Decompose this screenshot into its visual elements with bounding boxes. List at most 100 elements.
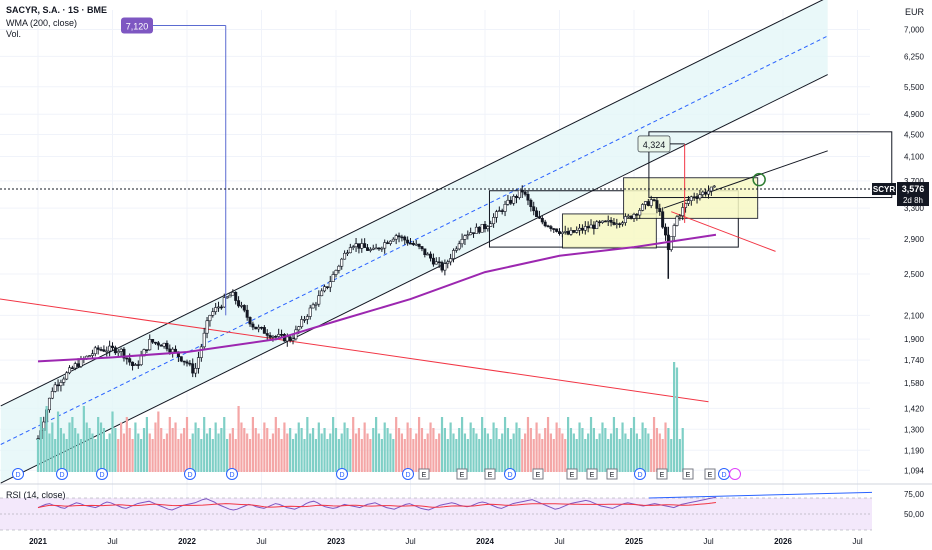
wma-200-line xyxy=(37,233,717,363)
volume-bar xyxy=(248,439,252,472)
candle-body xyxy=(325,286,329,288)
rsi-legend[interactable]: RSI (14, close) xyxy=(6,490,66,500)
event-marker-label: E xyxy=(460,472,465,479)
volume-bar xyxy=(498,439,501,472)
candle-body xyxy=(603,220,607,223)
earnings-marker xyxy=(418,468,430,480)
candle-body xyxy=(612,222,616,225)
candle-body xyxy=(354,243,358,248)
zone-box-4 xyxy=(648,131,893,199)
volume-bar xyxy=(91,433,94,472)
y-tick-label: 3,300 xyxy=(904,204,925,213)
event-marker-label: D xyxy=(339,472,344,479)
volume-legend[interactable]: Vol. xyxy=(6,29,22,39)
volume-bar xyxy=(326,439,329,472)
candle-body xyxy=(62,378,66,383)
y-tick-label: 1,300 xyxy=(904,425,925,434)
candle-body xyxy=(397,235,401,238)
candle-body xyxy=(191,363,195,374)
candle-body xyxy=(311,304,315,309)
volume-bar xyxy=(647,433,650,472)
candle-body xyxy=(108,345,112,352)
dividend-marker xyxy=(504,468,516,480)
volume-bar xyxy=(432,428,435,472)
candle-body xyxy=(47,397,51,411)
volume-bar xyxy=(62,433,65,472)
volume-bar xyxy=(297,422,300,472)
volume-bar xyxy=(604,428,607,472)
volume-bar xyxy=(592,428,595,472)
candle-body xyxy=(520,189,524,193)
tag-7120-label: 7,120 xyxy=(126,21,149,31)
candle-body xyxy=(509,199,513,204)
candle-body xyxy=(194,367,198,374)
candle-body xyxy=(411,242,415,245)
volume-bar xyxy=(243,428,246,472)
volume-bar xyxy=(564,439,567,472)
volume-bar xyxy=(449,422,452,472)
volume-bar xyxy=(85,422,88,472)
candle-body xyxy=(686,200,690,204)
candle-body xyxy=(239,305,243,307)
candle-body xyxy=(345,252,349,255)
volume-bar xyxy=(349,439,352,472)
candle-body xyxy=(483,223,487,230)
candle-body xyxy=(646,201,650,206)
candle-body xyxy=(348,247,352,254)
candle-body xyxy=(618,223,622,225)
event-marker-label: E xyxy=(686,472,691,479)
candle-body xyxy=(280,334,284,336)
volume-bar xyxy=(380,439,383,472)
candle-body xyxy=(171,348,175,353)
event-marker-label: D xyxy=(405,472,410,479)
candle-body xyxy=(59,382,63,386)
volume-bar xyxy=(632,417,636,472)
candle-body xyxy=(535,210,539,218)
volume-bar xyxy=(274,417,277,472)
volume-bar xyxy=(429,422,432,472)
symbol-title[interactable]: SACYR, S.A. · 1S · BME xyxy=(6,5,108,15)
event-marker-label: D xyxy=(721,472,726,479)
candle-body xyxy=(497,210,501,212)
volume-bar xyxy=(271,433,275,472)
y-tick-label: 1,580 xyxy=(904,379,925,388)
y-tick-label: 3,700 xyxy=(904,177,925,186)
volume-bar xyxy=(558,428,561,472)
volume-bar xyxy=(191,433,194,472)
volume-bar xyxy=(395,417,398,472)
rsi-trend-line xyxy=(648,491,873,499)
candle-body xyxy=(231,291,235,296)
volume-bar xyxy=(664,422,667,472)
volume-bar xyxy=(357,428,361,472)
candle-body xyxy=(543,221,547,227)
candle-body xyxy=(90,353,94,356)
volume-bar xyxy=(286,433,289,472)
candle-body xyxy=(50,391,54,399)
candle-body xyxy=(460,238,464,245)
candle-body xyxy=(274,336,278,338)
candle-body xyxy=(131,361,135,366)
candle-body xyxy=(317,295,321,305)
volume-bar xyxy=(366,433,369,472)
split-marker xyxy=(729,468,741,480)
y-tick-label: 1,190 xyxy=(904,446,925,455)
volume-bar xyxy=(638,439,641,472)
candle-body xyxy=(254,326,258,330)
candle-body xyxy=(182,360,186,363)
volume-bar xyxy=(197,428,200,472)
wma-legend[interactable]: WMA (200, close) xyxy=(6,18,78,28)
volume-bar xyxy=(549,433,553,472)
volume-bar xyxy=(661,439,664,472)
candle-body xyxy=(706,190,710,195)
volume-bar xyxy=(211,439,214,472)
candle-body xyxy=(469,232,473,236)
volume-bar xyxy=(375,417,378,472)
volume-bar xyxy=(546,417,550,472)
candle-body xyxy=(429,253,433,259)
candle-body xyxy=(583,226,587,231)
volume-bar xyxy=(320,433,323,472)
volume-bar xyxy=(151,439,154,472)
